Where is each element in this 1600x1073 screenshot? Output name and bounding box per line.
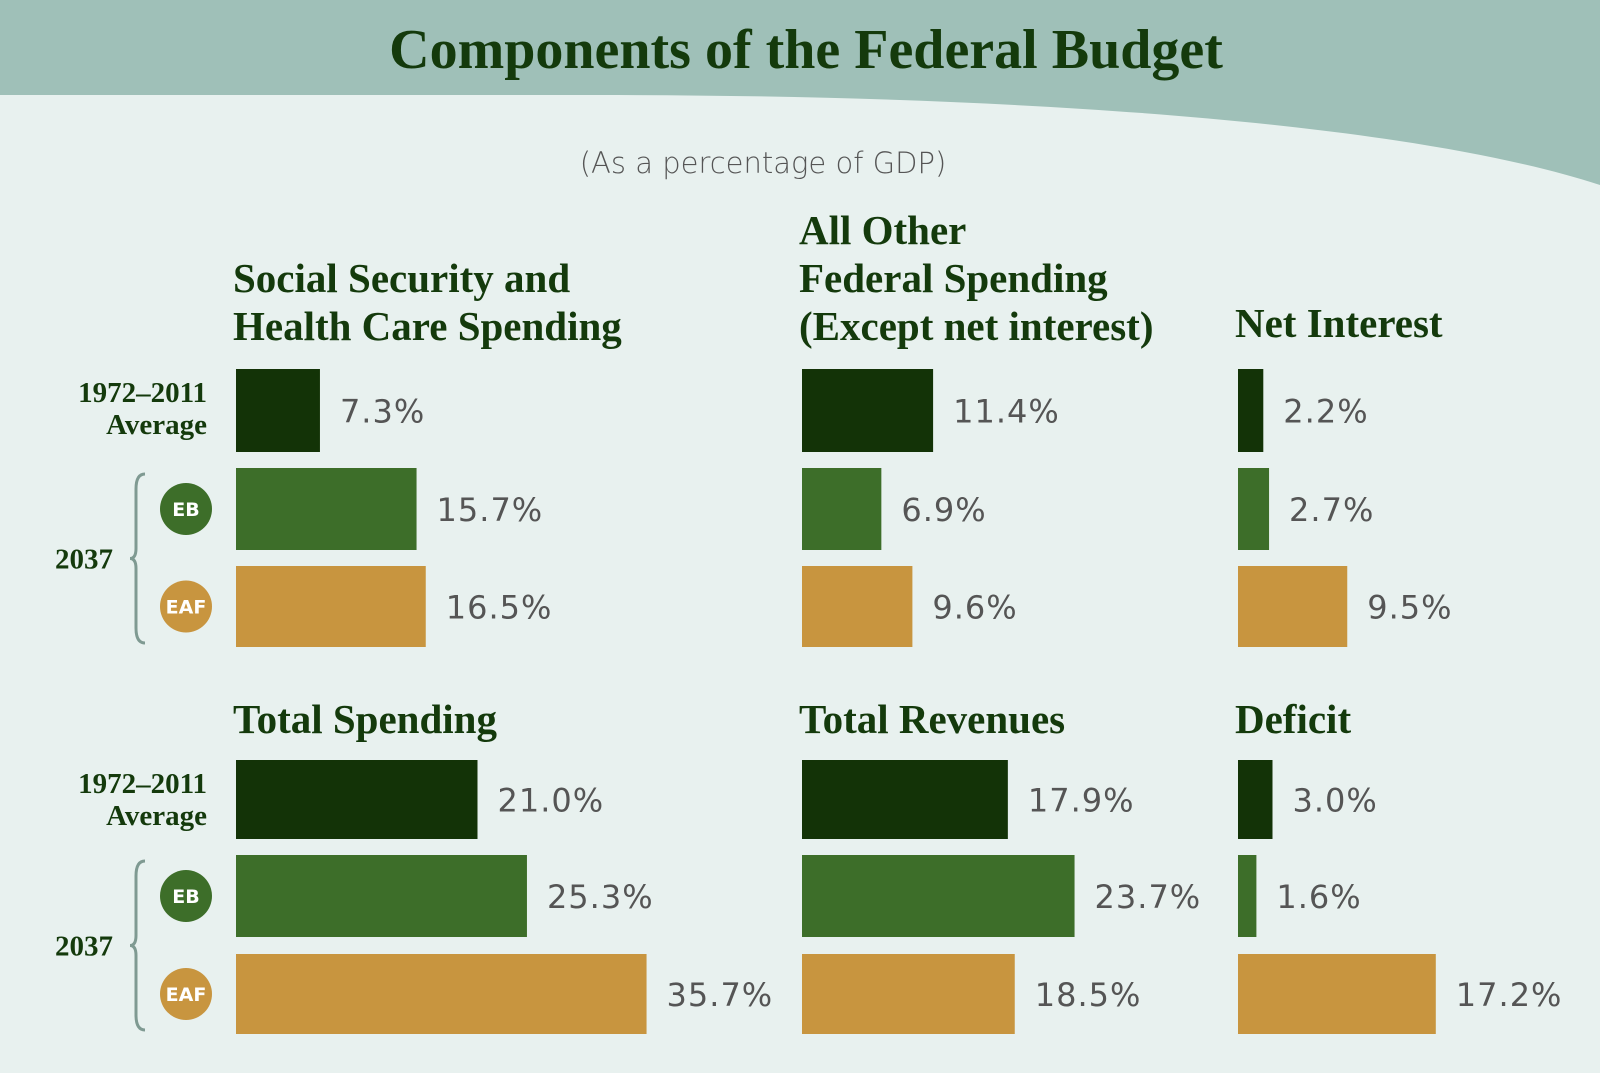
chart-subtitle: (As a percentage of GDP) [580, 146, 947, 180]
average-bar [802, 369, 934, 452]
eb-badge [160, 870, 212, 922]
eaf-value-label: 9.6% [932, 589, 1017, 627]
eaf-bar [236, 566, 426, 647]
eb-bar [236, 855, 527, 937]
eb-badge [160, 483, 212, 535]
panel: Net Interest 2.2% 2.7% 9.5% [1235, 300, 1452, 647]
average-bar [1238, 369, 1264, 452]
eaf-badge-label: EAF [166, 984, 207, 1006]
eaf-value-label: 16.5% [446, 589, 553, 627]
eaf-bar [236, 954, 647, 1034]
eaf-value-label: 35.7% [667, 976, 774, 1014]
average-value-label: 2.2% [1283, 393, 1368, 431]
average-label-line1: 1972–2011 [78, 377, 207, 409]
panel-title-line: Health Care Spending [233, 303, 622, 349]
eaf-bar [802, 566, 913, 647]
panel-title-line: Net Interest [1235, 300, 1443, 346]
average-value-label: 21.0% [498, 782, 605, 820]
eaf-value-label: 9.5% [1367, 589, 1452, 627]
chart-title: Components of the Federal Budget [389, 19, 1223, 81]
eb-value-label: 15.7% [437, 491, 544, 529]
panel: Deficit 3.0% 1.6% 17.2% [1235, 696, 1563, 1034]
eb-bar [1238, 855, 1257, 937]
average-bar [802, 760, 1008, 839]
average-bar [1238, 760, 1273, 839]
year-label: 2037 [55, 931, 113, 963]
panel-title-line: Social Security and [233, 255, 570, 301]
eaf-value-label: 18.5% [1035, 976, 1142, 1014]
average-value-label: 7.3% [340, 393, 425, 431]
panel-title-line: All Other [799, 207, 966, 253]
panel-title-line: Deficit [1235, 696, 1351, 742]
eaf-badge-label: EAF [166, 597, 207, 619]
eaf-badge [160, 968, 212, 1020]
panel-title-line: Total Spending [233, 696, 497, 742]
average-label-line1: 1972–2011 [78, 768, 207, 800]
eaf-bar [1238, 954, 1436, 1034]
bracket [129, 472, 146, 645]
panel-title-line: Federal Spending [799, 255, 1108, 301]
eaf-value-label: 17.2% [1456, 976, 1563, 1014]
eb-bar [802, 468, 882, 550]
eb-bar [802, 855, 1075, 937]
average-value-label: 3.0% [1293, 782, 1378, 820]
eb-value-label: 2.7% [1289, 491, 1374, 529]
average-label-line2: Average [106, 409, 207, 441]
average-label-line2: Average [106, 800, 207, 832]
eb-value-label: 25.3% [547, 878, 654, 916]
panel: Total Revenues 17.9% 23.7% 18.5% [799, 696, 1202, 1034]
eaf-badge [160, 580, 212, 633]
eb-value-label: 6.9% [901, 491, 986, 529]
eaf-bar [802, 954, 1015, 1034]
header-band [0, 0, 1600, 185]
panel-title-line: (Except net interest) [799, 303, 1153, 349]
eb-value-label: 1.6% [1276, 878, 1361, 916]
bracket [129, 859, 146, 1032]
average-bar [236, 369, 320, 452]
average-value-label: 17.9% [1028, 782, 1135, 820]
panel: Total Spending 21.0% 25.3% 35.7% [233, 696, 774, 1034]
eb-value-label: 23.7% [1095, 878, 1202, 916]
eaf-bar [1238, 566, 1348, 647]
eb-bar [1238, 468, 1270, 550]
year-label: 2037 [55, 544, 113, 576]
average-value-label: 11.4% [953, 393, 1060, 431]
eb-bar [236, 468, 417, 550]
average-bar [236, 760, 478, 839]
eb-badge-label: EB [172, 499, 199, 521]
eb-badge-label: EB [172, 886, 199, 908]
panel-title-line: Total Revenues [799, 696, 1065, 742]
